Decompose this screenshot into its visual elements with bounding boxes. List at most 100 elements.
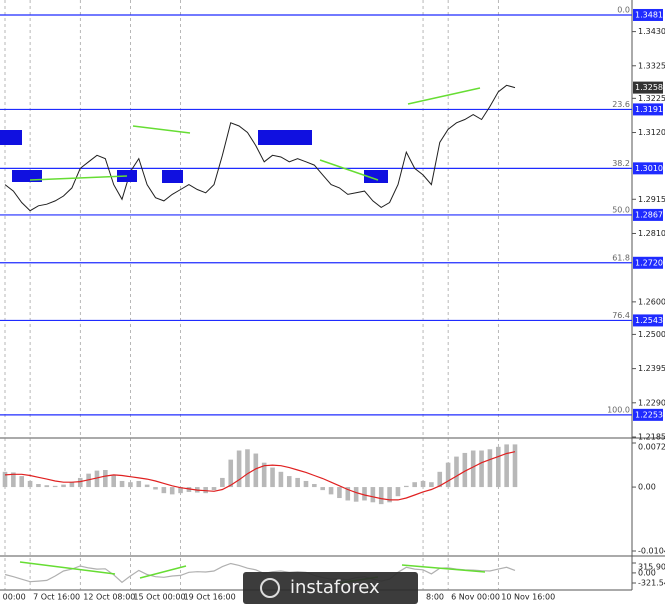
macd-bar [94,470,100,488]
trend-line [19,561,116,575]
macd-bar [412,482,417,488]
fib-ratio: 76.4 [612,311,630,320]
macd-bar [370,487,376,503]
macd-bar [303,480,309,488]
macd-bar [328,487,334,495]
macd-bar [462,452,468,488]
macd-bar [178,487,183,494]
watermark-box [243,572,418,604]
level-price-box [633,162,663,175]
macd-bar [312,484,317,488]
macd-bar [512,444,518,488]
macd-bar [52,485,58,488]
fib-ratio: 61.8 [612,253,630,262]
trend-line [29,175,128,181]
x-tick-label: 12 Oct 08:00 [83,593,135,602]
level-price-label: 1.3010 [635,164,663,173]
x-tick-label: 19 Oct 16:00 [184,593,236,602]
level-price-label: 1.3191 [635,105,663,114]
x-tick-label: 8:00 [426,593,444,602]
x-tick-label: 15 Oct 00:00 [133,593,185,602]
x-tick-label: 7 Oct 16:00 [33,593,80,602]
trend-line [407,87,481,105]
macd-bar [429,482,434,488]
fib-ratio: 38.2 [612,159,630,168]
trend-line [319,159,379,181]
y-tick-label: 1.2290 [638,398,665,407]
level-price-label: 1.2253 [635,410,663,419]
macd-bar [2,471,8,488]
trend-line [401,564,486,573]
macd-bar [270,467,275,488]
x-tick-label: 10 Nov 16:00 [501,593,555,602]
macd-bar [295,477,300,488]
level-price-box [633,408,663,421]
level-price-label: 1.2867 [635,210,663,219]
y-tick-label: 1.2810 [638,229,665,238]
macd-bar [103,470,108,488]
macd-bar [487,449,493,488]
macd-bar [19,476,25,488]
y-tick-label: 0.00723 [638,443,665,452]
macd-bar [211,487,217,491]
macd-bar [161,487,167,494]
watermark-text: instaforex [290,577,380,598]
macd-bar [119,480,125,488]
x-tick-label: 6 Nov 00:00 [451,593,500,602]
macd-bar [495,446,501,488]
price-line [4,84,516,212]
macd-bar [44,485,50,488]
macd-bar [404,485,409,488]
trend-line [132,125,191,134]
fib-ratio: 100.0 [607,405,630,414]
signal-line [4,451,516,501]
macd-bar [153,487,158,490]
y-tick-label: 1.2395 [638,364,665,373]
macd-bar [220,477,225,488]
macd-bar [36,484,41,488]
trend-line [139,565,187,579]
level-price-box [633,8,663,21]
level-price-box [633,256,663,269]
y-tick-label: 1.3120 [638,128,665,137]
macd-bar [470,450,476,488]
macd-bar [286,476,292,488]
y-tick-label: 0.00 [638,568,656,577]
y-tick-label: 1.3225 [638,94,665,103]
cci-line [4,562,516,584]
y-tick-label: 315.9023 [638,563,665,572]
y-tick-label: -0.01049 [638,547,665,556]
fib-ratio: 23.6 [612,100,630,109]
current-price-label: 1.3258 [635,83,663,92]
macd-bar [61,484,66,488]
macd-bar [144,484,150,488]
macd-bar [362,487,367,501]
fib-ratio: 0.0 [617,5,630,14]
macd-bar [111,474,116,488]
macd-bar [253,453,259,488]
macd-bar [437,471,443,488]
macd-bar [395,487,401,497]
y-tick-label: -321.5470 [638,579,665,588]
y-tick-label: 1.2185 [638,433,665,442]
level-price-box [633,103,663,116]
macd-bar [445,462,451,488]
macd-bar [420,480,426,488]
zone-box [0,130,22,145]
macd-bar [11,472,16,488]
macd-bar [27,480,33,488]
annotations [0,87,486,584]
macd-bar [278,471,284,488]
macd-bar [353,487,359,502]
y-tick-label: 1.3325 [638,61,665,70]
zone-box [12,170,42,182]
level-price-label: 1.2543 [635,316,663,325]
macd-bar [69,482,75,488]
macd-bar [236,450,242,488]
macd-bar [169,487,175,495]
zone-box [162,170,183,183]
watermark-icon [260,578,280,598]
y-tick-label: 1.2600 [638,297,665,306]
